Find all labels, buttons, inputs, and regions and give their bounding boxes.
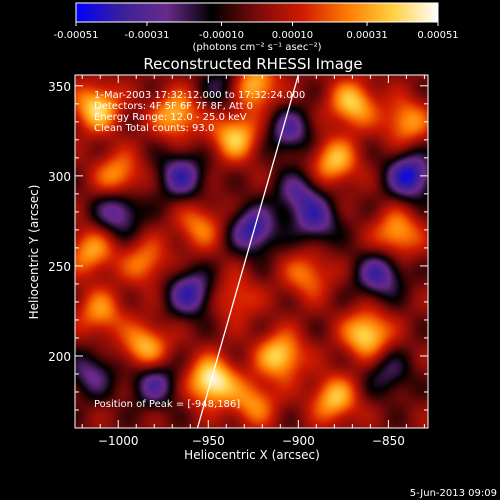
colorbar-tick-label: -0.00010 bbox=[199, 30, 244, 41]
x-axis-label: Heliocentric X (arcsec) bbox=[184, 448, 320, 462]
y-tick-label: 250 bbox=[48, 260, 71, 274]
y-tick-label: 200 bbox=[48, 350, 71, 364]
solar-limb-line bbox=[196, 75, 299, 428]
x-tick-label: −850 bbox=[372, 434, 405, 448]
observation-annotations: 1-Mar-2003 17:32:12.000 to 17:32:24.000D… bbox=[94, 90, 305, 134]
chart-title: Reconstructed RHESSI Image bbox=[143, 55, 362, 73]
colorbar-tick-label: -0.00051 bbox=[54, 30, 99, 41]
plot-frame bbox=[74, 74, 429, 429]
colorbar bbox=[75, 2, 439, 23]
annotation-line: 1-Mar-2003 17:32:12.000 to 17:32:24.000 bbox=[94, 90, 305, 101]
colorbar-tick-label: -0.00031 bbox=[124, 30, 169, 41]
footer-date: 5-Jun-2013 09:09 bbox=[410, 488, 497, 499]
x-axis-ticks: −1000 −950 −900 −850 bbox=[81, 75, 425, 448]
annotation-line: Detectors: 4F 5F 6F 7F 8F, Att 0 bbox=[94, 101, 253, 112]
colorbar-tick-label: 0.00031 bbox=[346, 30, 387, 41]
y-axis-ticks: 200 250 300 350 bbox=[48, 80, 428, 411]
y-tick-label: 350 bbox=[48, 80, 71, 94]
x-tick-label: −950 bbox=[192, 434, 225, 448]
x-tick-label: −900 bbox=[282, 434, 315, 448]
colorbar-tick-label: 0.00010 bbox=[272, 30, 313, 41]
x-tick-label: −1000 bbox=[98, 434, 139, 448]
heatmap-image bbox=[75, 75, 428, 428]
y-tick-label: 300 bbox=[48, 170, 71, 184]
peak-position-label: Position of Peak = [-948,186] bbox=[94, 399, 240, 410]
colorbar-ticks: -0.00051 -0.00031 -0.00010 0.00010 0.00031 0.… bbox=[54, 22, 459, 41]
colorbar-tick-label: 0.00051 bbox=[417, 30, 458, 41]
annotation-line: Clean Total counts: 93.0 bbox=[94, 123, 214, 134]
annotation-line: Energy Range: 12.0 - 25.0 keV bbox=[94, 112, 247, 123]
y-axis-label: Heliocentric Y (arcsec) bbox=[27, 185, 41, 320]
colorbar-units-label: (photons cm⁻² s⁻¹ asec⁻²) bbox=[192, 42, 321, 53]
